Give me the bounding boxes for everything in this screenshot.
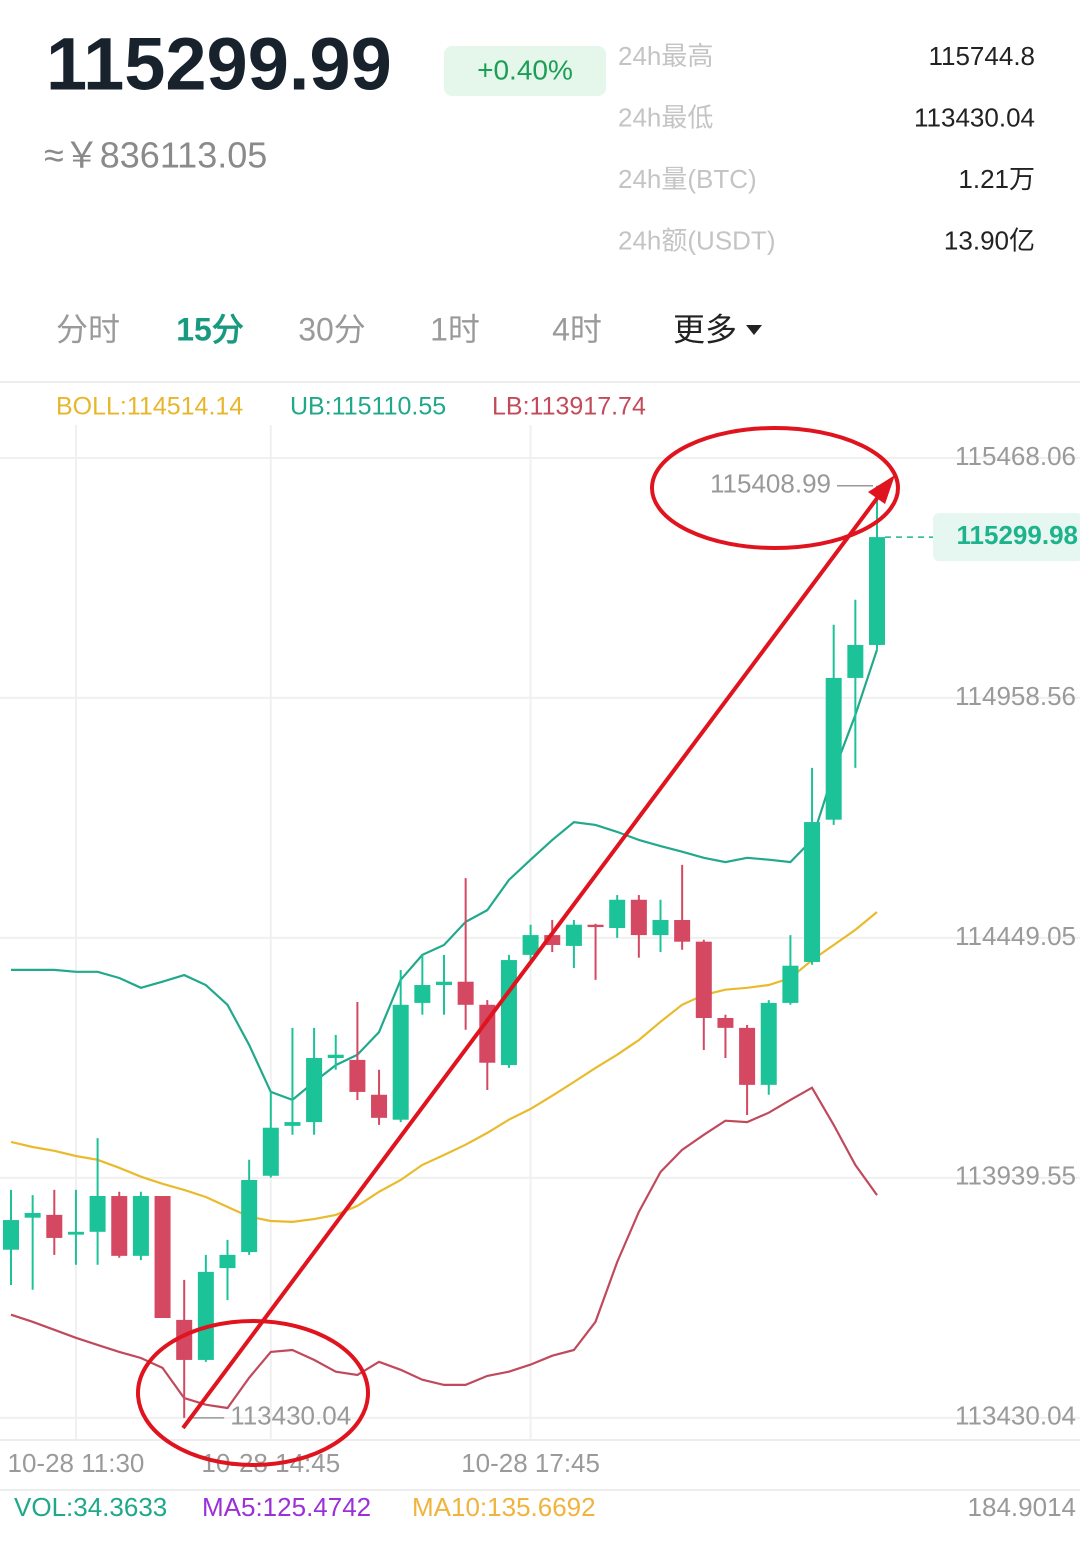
candle-body — [695, 941, 712, 1018]
annotations — [136, 426, 900, 1467]
y-tick-label: 113939.55 — [955, 1161, 1076, 1191]
candle-body — [479, 1004, 496, 1063]
candle-body — [241, 1180, 258, 1253]
circle — [136, 1319, 370, 1467]
candle-body — [500, 960, 517, 1066]
candle-body — [717, 1017, 734, 1028]
cny-price: ≈￥836113.05 — [44, 135, 267, 176]
candle-body — [674, 920, 691, 942]
candle-body — [587, 924, 604, 928]
tabs: 分时 15分 30分 1时 4时 更多 — [56, 311, 737, 347]
candle-body — [414, 985, 431, 1003]
tab[interactable]: 30分 — [298, 311, 366, 347]
vol-max: 184.9014 — [968, 1492, 1076, 1522]
candle-body — [544, 935, 561, 945]
y-tick-label: 115468.06 — [955, 441, 1076, 471]
candle-body — [782, 965, 799, 1003]
candle-body — [24, 1212, 41, 1218]
candle-body — [436, 981, 452, 986]
vol: VOL:34.3633 — [14, 1492, 167, 1522]
x-tick-label: 10-28 11:30 — [8, 1448, 145, 1478]
tab[interactable]: 15分 — [176, 311, 244, 347]
stat-value: 13.90亿 — [944, 225, 1035, 255]
price: 115299.99 — [46, 23, 392, 106]
ma10: MA10:135.6692 — [412, 1492, 596, 1522]
tab[interactable]: 更多 — [673, 311, 737, 347]
y-tick-label: 114958.56 — [955, 681, 1076, 711]
candle-body — [804, 822, 821, 962]
ma5: MA5:125.4742 — [202, 1492, 371, 1522]
tab[interactable]: 1时 — [430, 311, 480, 347]
candle-body — [306, 1058, 323, 1123]
stat-value: 113430.04 — [914, 102, 1035, 132]
stat-label: 24h量(BTC) — [618, 164, 757, 194]
band-line — [10, 911, 878, 1224]
stat-label: 24h额(USDT) — [618, 225, 775, 255]
candle-body — [609, 899, 626, 929]
candle-body — [522, 935, 539, 955]
dropdown-icon — [746, 325, 762, 335]
arrow — [181, 495, 880, 1430]
candle-body — [219, 1254, 236, 1269]
candle-body — [46, 1214, 63, 1238]
candle-body — [154, 1196, 171, 1319]
candle-body — [197, 1271, 214, 1360]
candle-body — [3, 1220, 19, 1250]
stat-label: 24h最低 — [618, 102, 713, 132]
change: +0.40% — [477, 54, 573, 85]
last-price: 115299.98 — [957, 520, 1078, 550]
stat-label: 24h最高 — [618, 41, 713, 71]
arrow-head — [868, 475, 895, 504]
band-line — [11, 649, 879, 1102]
y-tick-label: 114449.05 — [955, 921, 1076, 951]
candle-body — [652, 920, 669, 936]
candle-body — [67, 1231, 84, 1235]
ub: UB:115110.55 — [290, 393, 446, 421]
x-tick-label: 10-28 17:45 — [461, 1448, 600, 1478]
candle-body — [847, 644, 864, 678]
candle-body — [327, 1054, 344, 1059]
candle-body — [565, 924, 582, 946]
candle-body — [869, 537, 885, 645]
lb: LB:113917.74 — [492, 393, 646, 421]
last-price-box — [933, 513, 1080, 562]
stat-value: 115744.8 — [928, 41, 1035, 71]
tab[interactable]: 4时 — [552, 311, 602, 347]
candle-body — [111, 1196, 128, 1256]
band-line — [10, 1086, 878, 1410]
change-pill — [444, 46, 606, 96]
candle-body — [89, 1196, 106, 1232]
high-label: 115408.99 — [710, 469, 831, 499]
tab[interactable]: 分时 — [56, 311, 120, 347]
y-tick-label: 113430.04 — [955, 1401, 1076, 1431]
candle-body — [392, 1004, 409, 1120]
chart: 115468.06 114958.56 114449.05 113939.55 1134… — [0, 425, 1080, 1478]
candle-body — [176, 1319, 193, 1360]
candle-body — [371, 1094, 388, 1118]
candle-body — [739, 1027, 756, 1085]
candle-body — [760, 1002, 777, 1085]
boll: BOLL:114514.14 — [56, 393, 243, 421]
candle-body — [457, 981, 474, 1005]
candle-body — [825, 677, 842, 820]
candle-body — [262, 1127, 279, 1176]
candle-body — [284, 1122, 301, 1126]
circle — [650, 426, 900, 550]
candle-body — [349, 1059, 366, 1092]
candle-body — [132, 1196, 149, 1256]
stat-value: 1.21万 — [958, 164, 1035, 194]
low-label: 113430.04 — [230, 1401, 351, 1431]
candle-body — [630, 899, 647, 936]
